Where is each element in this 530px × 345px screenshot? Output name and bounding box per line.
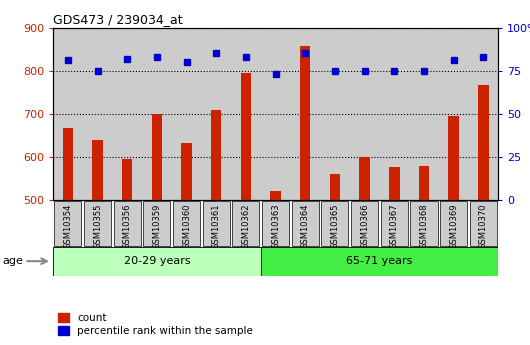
Bar bbox=[241, 73, 251, 200]
FancyBboxPatch shape bbox=[144, 200, 170, 246]
Bar bbox=[181, 143, 192, 200]
FancyBboxPatch shape bbox=[292, 200, 319, 246]
FancyBboxPatch shape bbox=[261, 247, 498, 276]
Text: GSM10363: GSM10363 bbox=[271, 204, 280, 249]
Text: GSM10365: GSM10365 bbox=[331, 204, 339, 249]
Text: GSM10364: GSM10364 bbox=[301, 204, 310, 249]
Bar bbox=[448, 116, 459, 200]
Text: GSM10359: GSM10359 bbox=[153, 204, 161, 249]
Bar bbox=[389, 167, 400, 200]
FancyBboxPatch shape bbox=[53, 247, 261, 276]
Bar bbox=[152, 114, 162, 200]
Text: GSM10367: GSM10367 bbox=[390, 204, 399, 249]
Text: 20-29 years: 20-29 years bbox=[123, 256, 190, 266]
FancyBboxPatch shape bbox=[114, 200, 140, 246]
FancyBboxPatch shape bbox=[173, 200, 200, 246]
FancyBboxPatch shape bbox=[262, 200, 289, 246]
Text: GSM10361: GSM10361 bbox=[212, 204, 220, 249]
FancyBboxPatch shape bbox=[381, 200, 408, 246]
FancyBboxPatch shape bbox=[55, 200, 81, 246]
Text: age: age bbox=[3, 256, 23, 266]
Text: GSM10370: GSM10370 bbox=[479, 204, 488, 249]
Bar bbox=[478, 85, 489, 200]
FancyBboxPatch shape bbox=[203, 200, 229, 246]
Text: 65-71 years: 65-71 years bbox=[346, 256, 413, 266]
Text: GSM10368: GSM10368 bbox=[420, 204, 428, 249]
FancyBboxPatch shape bbox=[84, 200, 111, 246]
Text: GSM10355: GSM10355 bbox=[93, 204, 102, 249]
Text: GSM10360: GSM10360 bbox=[182, 204, 191, 249]
Text: GSM10362: GSM10362 bbox=[242, 204, 250, 249]
Bar bbox=[330, 174, 340, 200]
FancyBboxPatch shape bbox=[351, 200, 378, 246]
FancyBboxPatch shape bbox=[233, 200, 259, 246]
Text: GSM10366: GSM10366 bbox=[360, 204, 369, 249]
Bar bbox=[359, 157, 370, 200]
Legend: count, percentile rank within the sample: count, percentile rank within the sample bbox=[58, 313, 253, 336]
Text: GDS473 / 239034_at: GDS473 / 239034_at bbox=[53, 13, 183, 27]
Text: GSM10369: GSM10369 bbox=[449, 204, 458, 249]
Bar bbox=[211, 110, 222, 200]
Bar bbox=[63, 128, 73, 200]
FancyBboxPatch shape bbox=[411, 200, 437, 246]
Bar bbox=[92, 140, 103, 200]
Bar bbox=[122, 159, 132, 200]
Text: GSM10356: GSM10356 bbox=[123, 204, 131, 249]
FancyBboxPatch shape bbox=[470, 200, 497, 246]
Text: GSM10354: GSM10354 bbox=[64, 204, 72, 249]
FancyBboxPatch shape bbox=[322, 200, 348, 246]
Bar bbox=[300, 46, 311, 200]
Bar bbox=[419, 167, 429, 200]
Bar bbox=[270, 190, 281, 200]
FancyBboxPatch shape bbox=[440, 200, 467, 246]
